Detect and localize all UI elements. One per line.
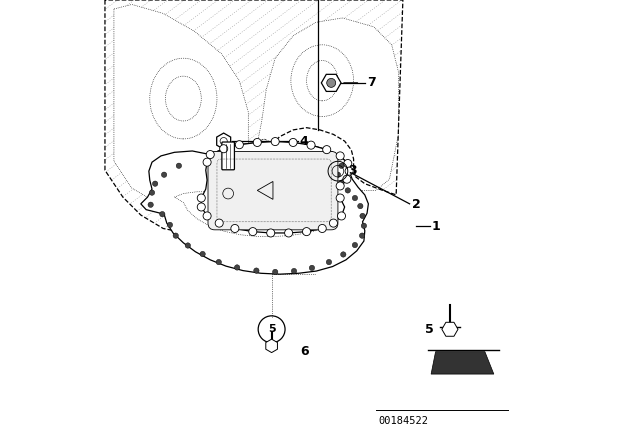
- Circle shape: [159, 211, 165, 217]
- Polygon shape: [255, 18, 398, 190]
- Circle shape: [337, 212, 346, 220]
- Circle shape: [303, 228, 310, 236]
- Circle shape: [352, 242, 358, 248]
- Text: 5: 5: [268, 324, 275, 334]
- Polygon shape: [105, 0, 403, 233]
- Circle shape: [335, 172, 340, 177]
- Circle shape: [336, 182, 344, 190]
- Circle shape: [253, 138, 261, 146]
- Text: 6: 6: [300, 345, 308, 358]
- Circle shape: [200, 251, 205, 257]
- Circle shape: [291, 268, 297, 274]
- Circle shape: [273, 269, 278, 275]
- Circle shape: [149, 190, 155, 195]
- Circle shape: [344, 159, 352, 168]
- Circle shape: [206, 151, 214, 159]
- Circle shape: [236, 141, 243, 149]
- Circle shape: [197, 203, 205, 211]
- Circle shape: [253, 268, 259, 273]
- FancyBboxPatch shape: [222, 142, 234, 170]
- Circle shape: [339, 163, 344, 168]
- FancyBboxPatch shape: [208, 151, 338, 230]
- Polygon shape: [114, 4, 248, 206]
- Circle shape: [336, 194, 344, 202]
- Circle shape: [352, 195, 358, 201]
- Circle shape: [307, 141, 315, 149]
- Circle shape: [203, 212, 211, 220]
- Circle shape: [267, 229, 275, 237]
- Circle shape: [360, 213, 365, 219]
- Circle shape: [330, 219, 337, 227]
- Circle shape: [343, 175, 351, 183]
- Circle shape: [360, 233, 365, 238]
- Text: 3: 3: [348, 164, 356, 177]
- Circle shape: [161, 172, 167, 177]
- Circle shape: [185, 243, 191, 248]
- Text: 1: 1: [432, 220, 441, 233]
- Circle shape: [216, 259, 221, 265]
- Circle shape: [167, 222, 173, 228]
- Text: 4: 4: [300, 134, 308, 148]
- Circle shape: [326, 259, 332, 265]
- Circle shape: [326, 78, 336, 87]
- Circle shape: [231, 224, 239, 233]
- Circle shape: [345, 188, 351, 193]
- Text: 00184522: 00184522: [378, 416, 428, 426]
- Circle shape: [323, 146, 331, 154]
- Polygon shape: [141, 142, 369, 274]
- Circle shape: [289, 138, 297, 146]
- Circle shape: [249, 228, 257, 236]
- Circle shape: [234, 265, 240, 270]
- Polygon shape: [232, 139, 291, 217]
- Polygon shape: [201, 142, 349, 233]
- Circle shape: [361, 223, 367, 228]
- Circle shape: [148, 202, 154, 207]
- Circle shape: [309, 265, 315, 271]
- Polygon shape: [431, 352, 494, 374]
- Circle shape: [197, 194, 205, 202]
- Circle shape: [203, 158, 211, 166]
- Circle shape: [345, 167, 353, 175]
- Circle shape: [215, 219, 223, 227]
- Circle shape: [285, 229, 292, 237]
- Circle shape: [318, 224, 326, 233]
- Text: 7: 7: [367, 76, 376, 90]
- Circle shape: [173, 233, 179, 238]
- Circle shape: [336, 152, 344, 160]
- Text: 5: 5: [425, 323, 434, 336]
- Circle shape: [340, 252, 346, 257]
- Circle shape: [176, 163, 182, 168]
- Circle shape: [271, 138, 279, 146]
- Text: 2: 2: [412, 198, 420, 211]
- Circle shape: [339, 180, 344, 185]
- Circle shape: [358, 203, 363, 209]
- Circle shape: [220, 145, 228, 153]
- Circle shape: [152, 181, 158, 186]
